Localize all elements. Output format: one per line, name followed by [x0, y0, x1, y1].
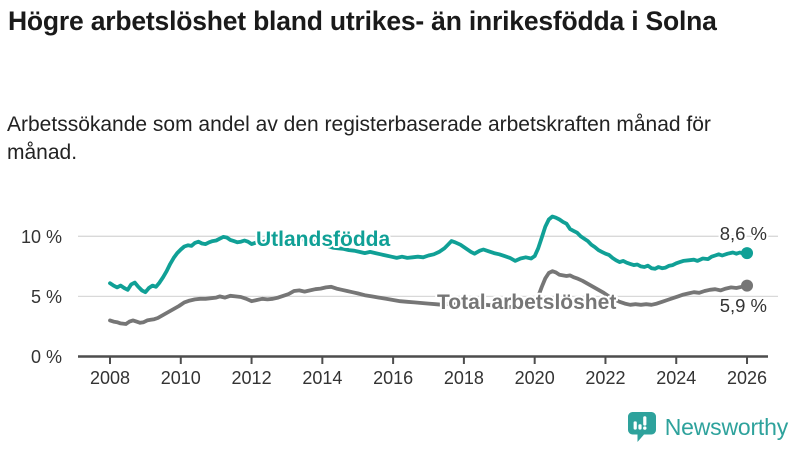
line-chart: 2008 2010 2012 2014 2016 2018 2020 2022 2024 2026…: [21, 214, 778, 388]
x-tick-label: 2012: [232, 368, 272, 388]
x-tick-label: 2018: [444, 368, 484, 388]
y-axis: 0 % 5 % 10 %: [21, 227, 62, 367]
series-lines: [108, 214, 754, 326]
x-tick-label: 2016: [373, 368, 413, 388]
y-tick-label: 10 %: [21, 227, 62, 247]
x-tick-label: 2024: [656, 368, 696, 388]
series-line-0: [108, 214, 749, 295]
bar-chart-glyph: [633, 416, 647, 430]
end-value-label-total: 5,9 %: [720, 295, 767, 316]
x-tick-label: 2008: [90, 368, 130, 388]
chart-subtitle: Arbetssökande som andel av den registerb…: [7, 113, 711, 164]
series-label-total-arbetsloshet: Total arbetslöshet: [437, 291, 616, 314]
x-axis: 2008 2010 2012 2014 2016 2018 2020 2022 2024 2026: [78, 355, 768, 388]
series-label-utlandsfodda: Utlandsfödda: [256, 228, 390, 251]
end-value-label-utlandsfodda: 8,6 %: [720, 223, 767, 244]
y-tick-label: 0 %: [31, 347, 62, 367]
series-line-1: [108, 269, 749, 326]
newsworthy-logo: Newsworthy: [627, 411, 788, 443]
series-end-dot-1: [741, 279, 754, 292]
x-tick-label: 2014: [302, 368, 342, 388]
chart-annotations: Utlandsfödda Total arbetslöshet 8,6 % 5,…: [254, 221, 769, 318]
x-tick-label: 2026: [727, 368, 767, 388]
page-title: Högre arbetslöshet bland utrikes- än inr…: [8, 6, 717, 36]
newsworthy-logo-icon: [627, 412, 656, 442]
brand-name: Newsworthy: [664, 413, 788, 440]
x-tick-label: 2022: [585, 368, 625, 388]
series-end-dot-0: [741, 247, 754, 260]
gridlines: [78, 235, 778, 298]
x-tick-label: 2010: [161, 368, 201, 388]
y-tick-label: 5 %: [31, 287, 62, 307]
x-tick-label: 2020: [515, 368, 555, 388]
